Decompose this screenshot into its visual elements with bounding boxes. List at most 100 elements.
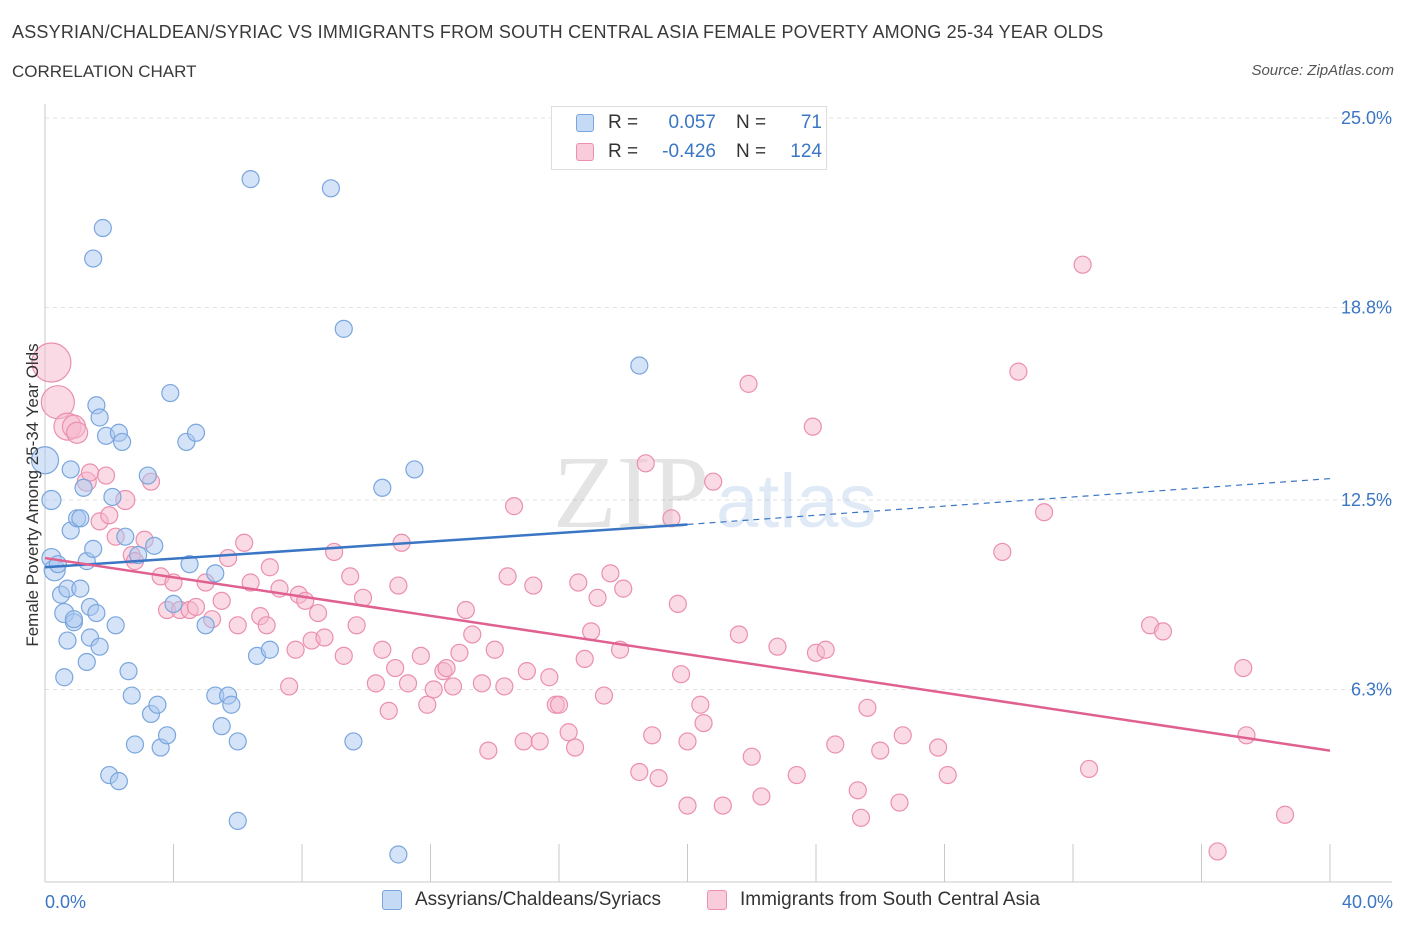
assyrians-point [106,616,125,635]
immigrants-point [694,713,713,733]
trend-lines [44,478,1331,752]
assyrians-trend-extension [687,478,1331,526]
assyrians-point [93,218,112,238]
assyrians-point [222,695,241,714]
immigrants-point [437,658,456,678]
immigrants-point [851,808,871,827]
assyrians-point [90,637,109,656]
series-legend: Assyrians/Chaldeans/Syriacs Immigrants f… [0,889,1406,915]
assyrians-point [138,466,157,485]
assyrians-point [119,662,138,681]
immigrants-point [366,674,385,693]
immigrants-point [575,649,594,669]
immigrants-point [993,542,1012,562]
y-tick-label: 6.3% [1351,679,1392,699]
immigrants-point [524,576,543,595]
immigrants-point [704,472,723,491]
assyrians-point [129,545,148,565]
immigrants-point [260,558,279,577]
immigrants-point [1208,842,1227,861]
immigrants-trend-line [44,556,1331,752]
tick-labels: 6.3% 12.5% 18.8% 25.0% 0.0% 40.0% [45,108,1393,912]
immigrants-point [334,646,353,665]
assyrians-point [84,539,103,558]
immigrants-point [411,646,430,665]
assyrians-point [125,735,145,754]
immigrants-point [742,747,761,766]
immigrants-point [893,726,912,745]
assyrians-point [334,319,353,338]
immigrants-point [569,573,588,592]
y-axis-label: Female Poverty Among 25-34 Year Olds [23,343,42,646]
assyrians-point [164,594,183,614]
y-tick-label: 25.0% [1341,108,1392,128]
immigrants-point [212,591,231,610]
immigrants-point [347,616,366,635]
immigrants-point [549,695,569,714]
legend-swatch-pink [707,890,727,910]
assyrians-point [228,732,247,751]
chart-title: ASSYRIAN/CHALDEAN/SYRIAC VS IMMIGRANTS F… [12,22,1104,42]
legend-r-label: R = [608,141,639,162]
immigrants-point [565,738,585,757]
immigrants-point [514,732,533,751]
immigrants-point [671,665,691,684]
assyrians-point [109,772,128,791]
immigrants-point [816,640,835,659]
immigrants-point [485,640,504,659]
legend-row-series2: R = -0.426 N = 124 [576,140,822,164]
immigrants-point [495,677,514,696]
immigrants-point [398,674,418,693]
immigrants-point [752,787,771,806]
immigrants-point [928,738,948,757]
y-tick-label: 18.8% [1341,297,1392,317]
immigrants-point [80,463,100,482]
immigrants-point [315,628,334,647]
assyrians-point [58,631,77,650]
immigrants-point [662,509,681,528]
immigrants-point [472,674,491,693]
immigrants-point [768,637,787,656]
assyrians-point [30,446,60,475]
immigrants-point [1073,255,1092,274]
immigrants-point [1009,362,1028,381]
immigrants-point [890,793,909,812]
immigrants-point [614,579,633,598]
immigrants-point [443,677,463,696]
immigrants-point [479,741,498,760]
immigrants-point [636,454,655,473]
immigrants-point [787,765,806,785]
x-tick-label: 0.0% [45,892,86,912]
legend-item-assyrians: Assyrians/Chaldeans/Syriacs [382,889,661,911]
legend-swatch-pink [576,143,594,161]
immigrants-point [450,643,469,662]
immigrants-point [66,421,89,444]
immigrants-point [418,695,437,714]
immigrants-point [594,686,614,705]
immigrants-point [803,417,822,436]
assyrians-point [241,170,260,189]
immigrants-point [678,796,697,815]
grid-lines [45,117,1392,690]
assyrians-point [212,717,231,736]
immigrants-point [739,374,758,393]
x-tick-label: 40.0% [1342,892,1393,912]
assyrians-point [186,423,206,442]
immigrants-point [1237,726,1256,745]
immigrants-point [848,781,867,800]
watermark-atlas: atlas [716,459,877,544]
immigrants-point [308,603,328,623]
immigrants-point [100,506,119,525]
legend-swatch-blue [576,114,594,132]
assyrians-point [161,383,180,403]
assyrians-point [157,726,177,745]
assyrians-point [112,432,132,452]
legend-item-label: Immigrants from South Central Asia [740,889,1040,910]
immigrants-point [424,680,443,699]
assyrians-point [74,478,93,497]
immigrants-point [729,625,749,644]
immigrants-point [504,497,524,516]
immigrants-point [463,625,482,644]
immigrants-point [386,658,405,678]
